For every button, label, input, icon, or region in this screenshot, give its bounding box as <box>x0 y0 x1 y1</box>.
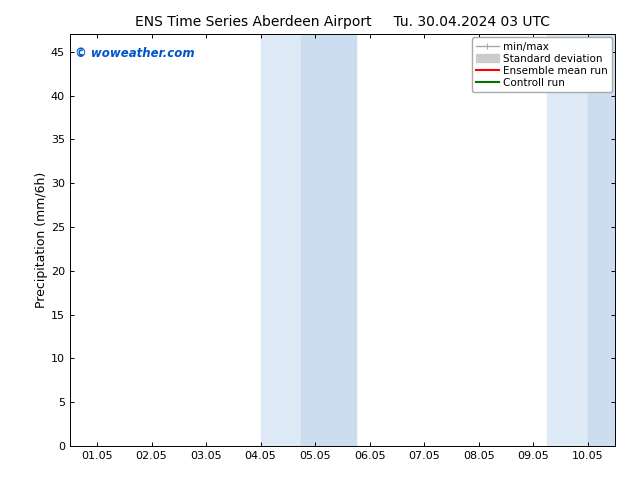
Bar <box>302 34 356 446</box>
Legend: min/max, Standard deviation, Ensemble mean run, Controll run: min/max, Standard deviation, Ensemble me… <box>472 37 612 92</box>
Bar <box>547 34 588 446</box>
Text: © woweather.com: © woweather.com <box>75 47 195 60</box>
Title: ENS Time Series Aberdeen Airport     Tu. 30.04.2024 03 UTC: ENS Time Series Aberdeen Airport Tu. 30.… <box>135 15 550 29</box>
Y-axis label: Precipitation (mm/6h): Precipitation (mm/6h) <box>35 172 48 308</box>
Bar <box>588 34 615 446</box>
Bar <box>261 34 302 446</box>
